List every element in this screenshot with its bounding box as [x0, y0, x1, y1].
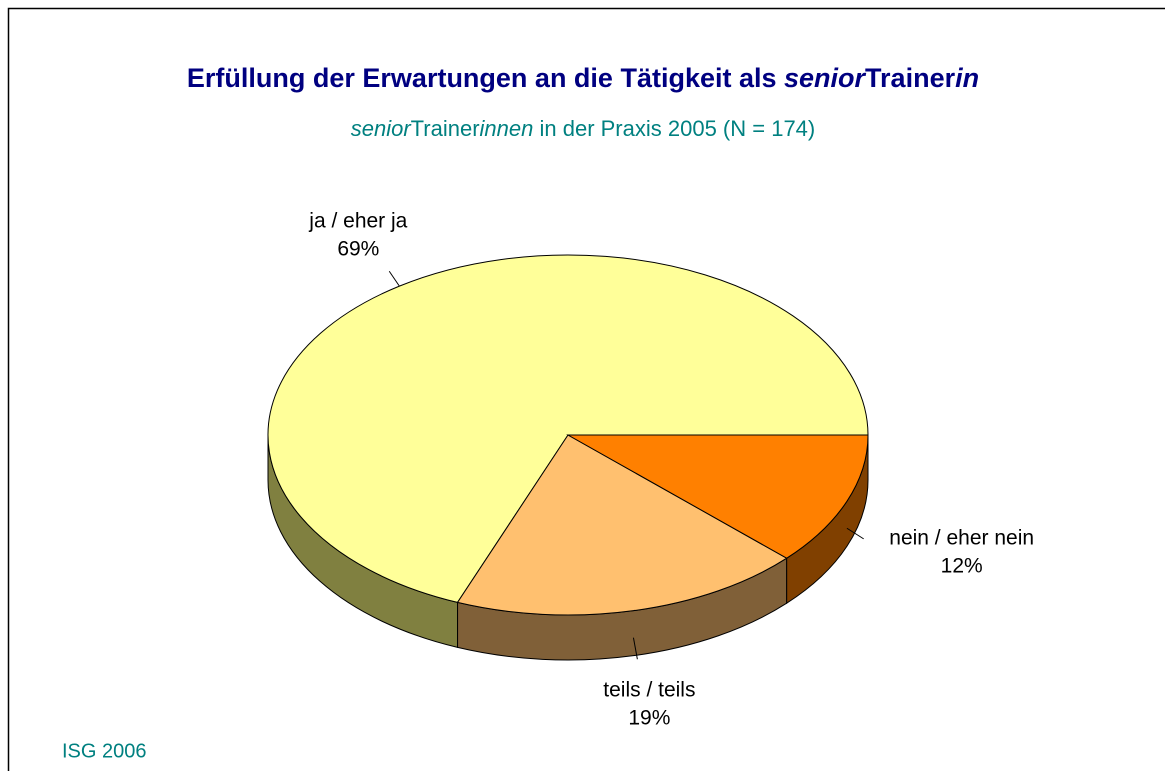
subtitle-run: senior [351, 116, 413, 141]
category-label: nein / eher nein [889, 526, 1034, 549]
pie [267, 254, 869, 661]
slice [456, 434, 788, 616]
source: ISG 2006 [62, 740, 147, 762]
subtitle-run: in der Praxis 2005 (N = 174) [533, 116, 815, 141]
title-run: Erfüllung der Erwartungen an die Tätigke… [187, 63, 784, 93]
chart-title: Erfüllung der Erwartungen an die Tätigke… [187, 63, 979, 93]
leader-line [632, 637, 638, 660]
title-run: senior [784, 63, 867, 93]
slice [267, 254, 869, 603]
value-label: 69% [337, 238, 379, 261]
leader-line [846, 527, 864, 540]
title-run: Trainer [865, 63, 956, 93]
value-label: 12% [941, 554, 983, 577]
value-label: 19% [628, 707, 670, 730]
subtitle-run: innen [480, 116, 534, 141]
slice [566, 434, 869, 559]
chart-subtitle: seniorTrainerinnen in der Praxis 2005 (N… [351, 116, 816, 141]
category-label: teils / teils [603, 679, 695, 702]
category-label: ja / eher ja [308, 210, 407, 233]
leader-line [388, 270, 400, 287]
subtitle-run: Trainer [411, 116, 480, 141]
title-run: in [955, 63, 979, 93]
